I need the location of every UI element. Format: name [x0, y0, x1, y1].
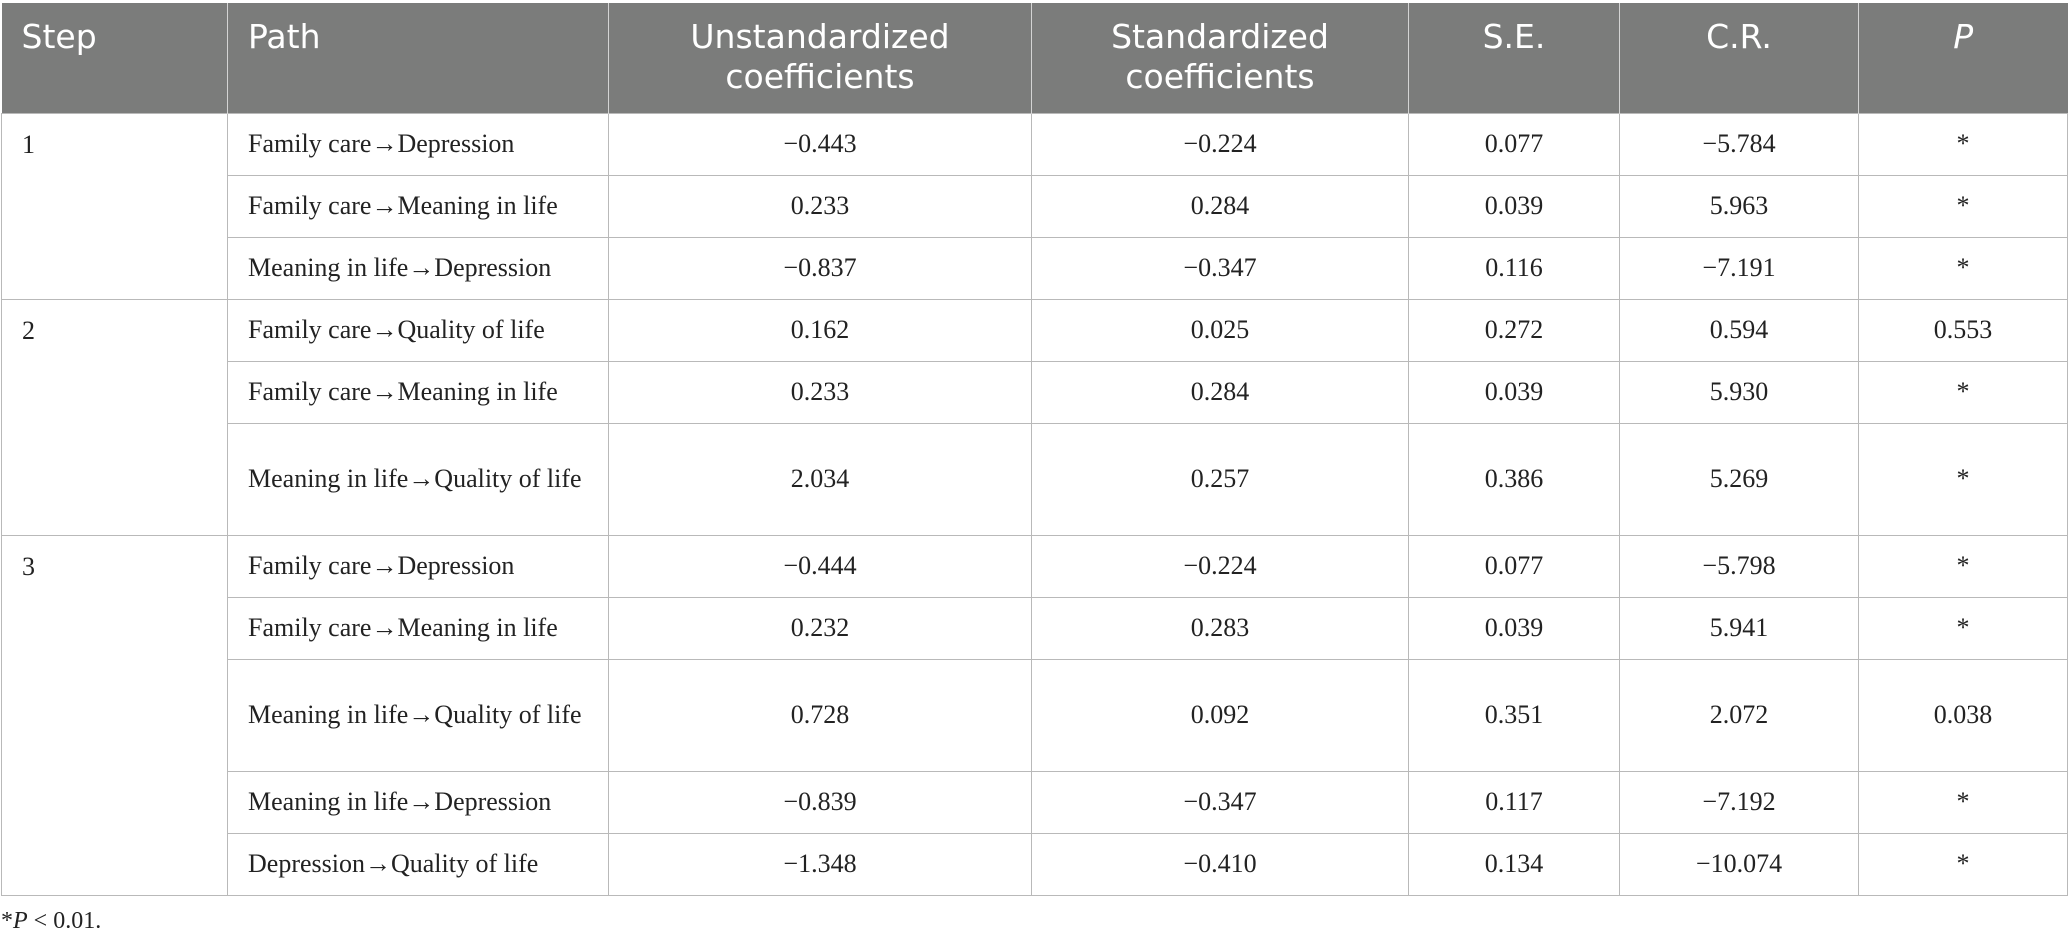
- cell-unstandardized: −0.837: [608, 236, 1032, 300]
- header-unstandardized: Unstandardized coefficients: [608, 3, 1032, 113]
- cell-unstandardized: 0.233: [608, 360, 1032, 424]
- cell-path: Meaning in life→Quality of life: [227, 422, 609, 536]
- cell-cr: 5.941: [1619, 596, 1859, 660]
- cell-se: 0.386: [1408, 422, 1620, 536]
- cell-cr: −7.191: [1619, 236, 1859, 300]
- cell-standardized: −0.347: [1031, 770, 1409, 834]
- cell-unstandardized: 0.232: [608, 596, 1032, 660]
- cell-path: Family care→Quality of life: [227, 298, 609, 362]
- cell-unstandardized: −0.839: [608, 770, 1032, 834]
- table-row: Meaning in life→Quality of life 0.728 0.09…: [2, 658, 2068, 772]
- cell-unstandardized: 0.162: [608, 298, 1032, 362]
- cell-cr: 5.930: [1619, 360, 1859, 424]
- cell-path: Family care→Depression: [227, 534, 609, 598]
- table-row: Meaning in life→Depression −0.839 −0.347 0.…: [2, 770, 2068, 834]
- cell-standardized: 0.257: [1031, 422, 1409, 536]
- cell-unstandardized: 0.233: [608, 174, 1032, 238]
- table-row: Family care→Meaning in life 0.233 0.284 0.0…: [2, 174, 2068, 238]
- cell-se: 0.077: [1408, 112, 1620, 176]
- table-row: 1 Family care→Depression −0.443 −0.224 0.077…: [1, 112, 2068, 300]
- cell-cr: 5.963: [1619, 174, 1859, 238]
- cell-p: *: [1858, 596, 2068, 660]
- cell-p: *: [1858, 534, 2068, 598]
- cell-path: Meaning in life→Quality of life: [227, 658, 609, 772]
- cell-p: *: [1858, 360, 2068, 424]
- table-row: Family care→Meaning in life 0.233 0.284 0.0…: [2, 360, 2068, 424]
- cell-cr: −7.192: [1619, 770, 1859, 834]
- cell-cr: −10.074: [1619, 832, 1859, 896]
- header-path: Path: [227, 3, 609, 113]
- footnote-italic: P: [13, 908, 28, 934]
- cell-p: *: [1858, 236, 2068, 300]
- table-row: Depression→Quality of life −1.348 −0.410 0.…: [2, 832, 2068, 896]
- cell-se: 0.117: [1408, 770, 1620, 834]
- cell-step: 3: [1, 534, 228, 896]
- cell-p: 0.553: [1858, 298, 2068, 362]
- cell-p: 0.038: [1858, 658, 2068, 772]
- cell-se: 0.272: [1408, 298, 1620, 362]
- header-step: Step: [1, 3, 228, 113]
- cell-standardized: −0.347: [1031, 236, 1409, 300]
- cell-standardized: 0.092: [1031, 658, 1409, 772]
- table-row: 2 Family care→Quality of life 0.162 0.025 0.…: [1, 298, 2068, 536]
- cell-path: Meaning in life→Depression: [227, 236, 609, 300]
- cell-se: 0.039: [1408, 174, 1620, 238]
- table-row: Meaning in life→Depression −0.837 −0.347 0.…: [2, 236, 2068, 300]
- cell-step: 1: [1, 112, 228, 300]
- cell-path: Family care→Meaning in life: [227, 596, 609, 660]
- header-standardized: Standardized coefficients: [1031, 3, 1409, 113]
- cell-cr: −5.784: [1619, 112, 1859, 176]
- cell-standardized: −0.224: [1031, 112, 1409, 176]
- table-row: 3 Family care→Depression −0.444 −0.224 0.077…: [1, 534, 2068, 896]
- cell-unstandardized: −0.444: [608, 534, 1032, 598]
- cell-cr: 2.072: [1619, 658, 1859, 772]
- footnote-mark: *: [1, 908, 13, 934]
- cell-p: *: [1858, 174, 2068, 238]
- cell-se: 0.039: [1408, 360, 1620, 424]
- table-header-row: Step Path Unstandardized coefficients St…: [1, 3, 2068, 113]
- cell-cr: 0.594: [1619, 298, 1859, 362]
- cell-se: 0.116: [1408, 236, 1620, 300]
- cell-unstandardized: −1.348: [608, 832, 1032, 896]
- cell-se: 0.351: [1408, 658, 1620, 772]
- path-coefficients-table: Step Path Unstandardized coefficients St…: [1, 3, 2068, 896]
- cell-path: Family care→Meaning in life: [227, 174, 609, 238]
- cell-unstandardized: −0.443: [608, 112, 1032, 176]
- cell-path: Family care→Meaning in life: [227, 360, 609, 424]
- cell-cr: 5.269: [1619, 422, 1859, 536]
- cell-se: 0.077: [1408, 534, 1620, 598]
- cell-se: 0.039: [1408, 596, 1620, 660]
- cell-standardized: 0.283: [1031, 596, 1409, 660]
- cell-path: Depression→Quality of life: [227, 832, 609, 896]
- footnote-text: < 0.01.: [27, 908, 102, 934]
- cell-p: *: [1858, 832, 2068, 896]
- header-se: S.E.: [1408, 3, 1620, 113]
- cell-step: 2: [1, 298, 228, 536]
- cell-standardized: 0.284: [1031, 174, 1409, 238]
- cell-path: Family care→Depression: [227, 112, 609, 176]
- cell-standardized: 0.284: [1031, 360, 1409, 424]
- header-p: P: [1858, 3, 2068, 113]
- cell-standardized: −0.224: [1031, 534, 1409, 598]
- results-table-container: Step Path Unstandardized coefficients St…: [1, 3, 2068, 896]
- cell-se: 0.134: [1408, 832, 1620, 896]
- header-cr: C.R.: [1619, 3, 1859, 113]
- cell-p: *: [1858, 770, 2068, 834]
- cell-standardized: −0.410: [1031, 832, 1409, 896]
- table-body: 1 Family care→Depression −0.443 −0.224 0.077…: [1, 112, 2068, 896]
- cell-p: *: [1858, 112, 2068, 176]
- cell-standardized: 0.025: [1031, 298, 1409, 362]
- cell-unstandardized: 0.728: [608, 658, 1032, 772]
- table-row: Family care→Meaning in life 0.232 0.283 0.0…: [2, 596, 2068, 660]
- table-row: Meaning in life→Quality of life 2.034 0.25…: [2, 422, 2068, 536]
- table-footnote: *P < 0.01.: [1, 908, 101, 935]
- cell-path: Meaning in life→Depression: [227, 770, 609, 834]
- cell-cr: −5.798: [1619, 534, 1859, 598]
- cell-unstandardized: 2.034: [608, 422, 1032, 536]
- cell-p: *: [1858, 422, 2068, 536]
